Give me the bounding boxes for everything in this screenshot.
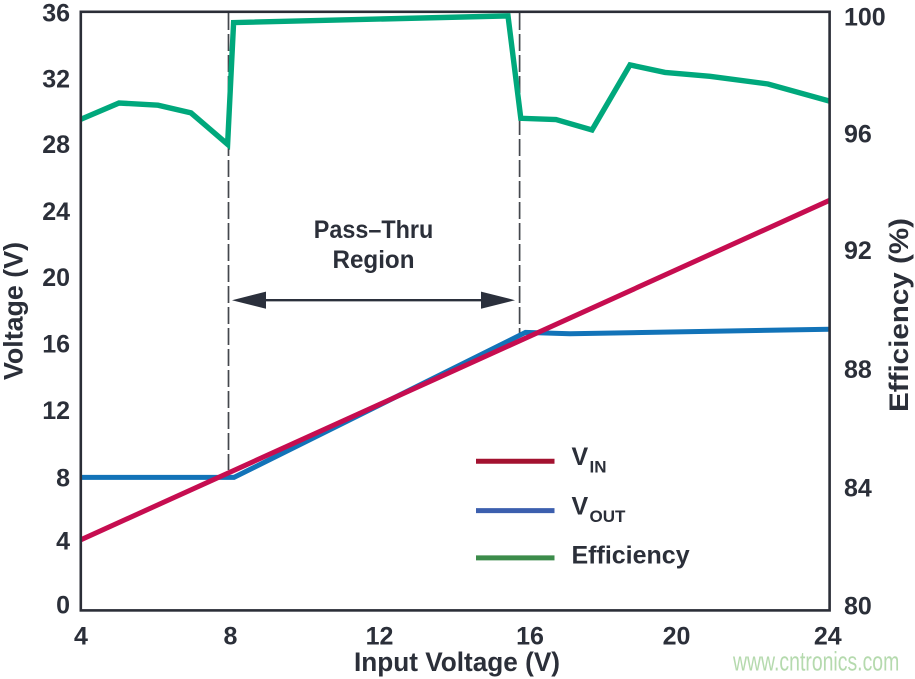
svg-text:16: 16 (42, 330, 70, 358)
svg-text:24: 24 (42, 198, 70, 226)
svg-text:84: 84 (844, 475, 872, 503)
svg-text:24: 24 (814, 623, 842, 651)
svg-text:4: 4 (74, 623, 88, 651)
svg-text:12: 12 (366, 623, 394, 651)
svg-text:100: 100 (844, 4, 886, 32)
svg-text:8: 8 (56, 465, 70, 493)
svg-text:36: 36 (42, 0, 70, 28)
svg-text:www.cntronics.com: www.cntronics.com (732, 646, 899, 676)
svg-text:4: 4 (56, 527, 70, 555)
svg-text:Voltage (V): Voltage (V) (0, 242, 29, 380)
svg-text:88: 88 (844, 356, 872, 384)
svg-text:8: 8 (224, 623, 238, 651)
svg-text:Efficiency: Efficiency (572, 542, 690, 570)
svg-text:IN: IN (590, 458, 607, 477)
svg-text:Efficiency (%): Efficiency (%) (884, 218, 914, 412)
svg-text:V: V (572, 443, 589, 471)
svg-text:96: 96 (844, 121, 872, 149)
svg-text:Input Voltage (V): Input Voltage (V) (354, 647, 560, 677)
svg-text:OUT: OUT (590, 507, 627, 526)
svg-text:80: 80 (844, 593, 872, 621)
svg-text:Pass–Thru: Pass–Thru (314, 216, 434, 244)
svg-text:Region: Region (333, 246, 415, 274)
svg-text:16: 16 (516, 623, 544, 651)
svg-text:92: 92 (844, 237, 872, 265)
svg-text:28: 28 (42, 131, 70, 159)
svg-text:12: 12 (42, 397, 70, 425)
svg-text:20: 20 (663, 623, 691, 651)
svg-text:20: 20 (42, 264, 70, 292)
svg-text:0: 0 (56, 592, 70, 620)
svg-text:V: V (572, 492, 589, 520)
svg-text:32: 32 (42, 65, 70, 93)
